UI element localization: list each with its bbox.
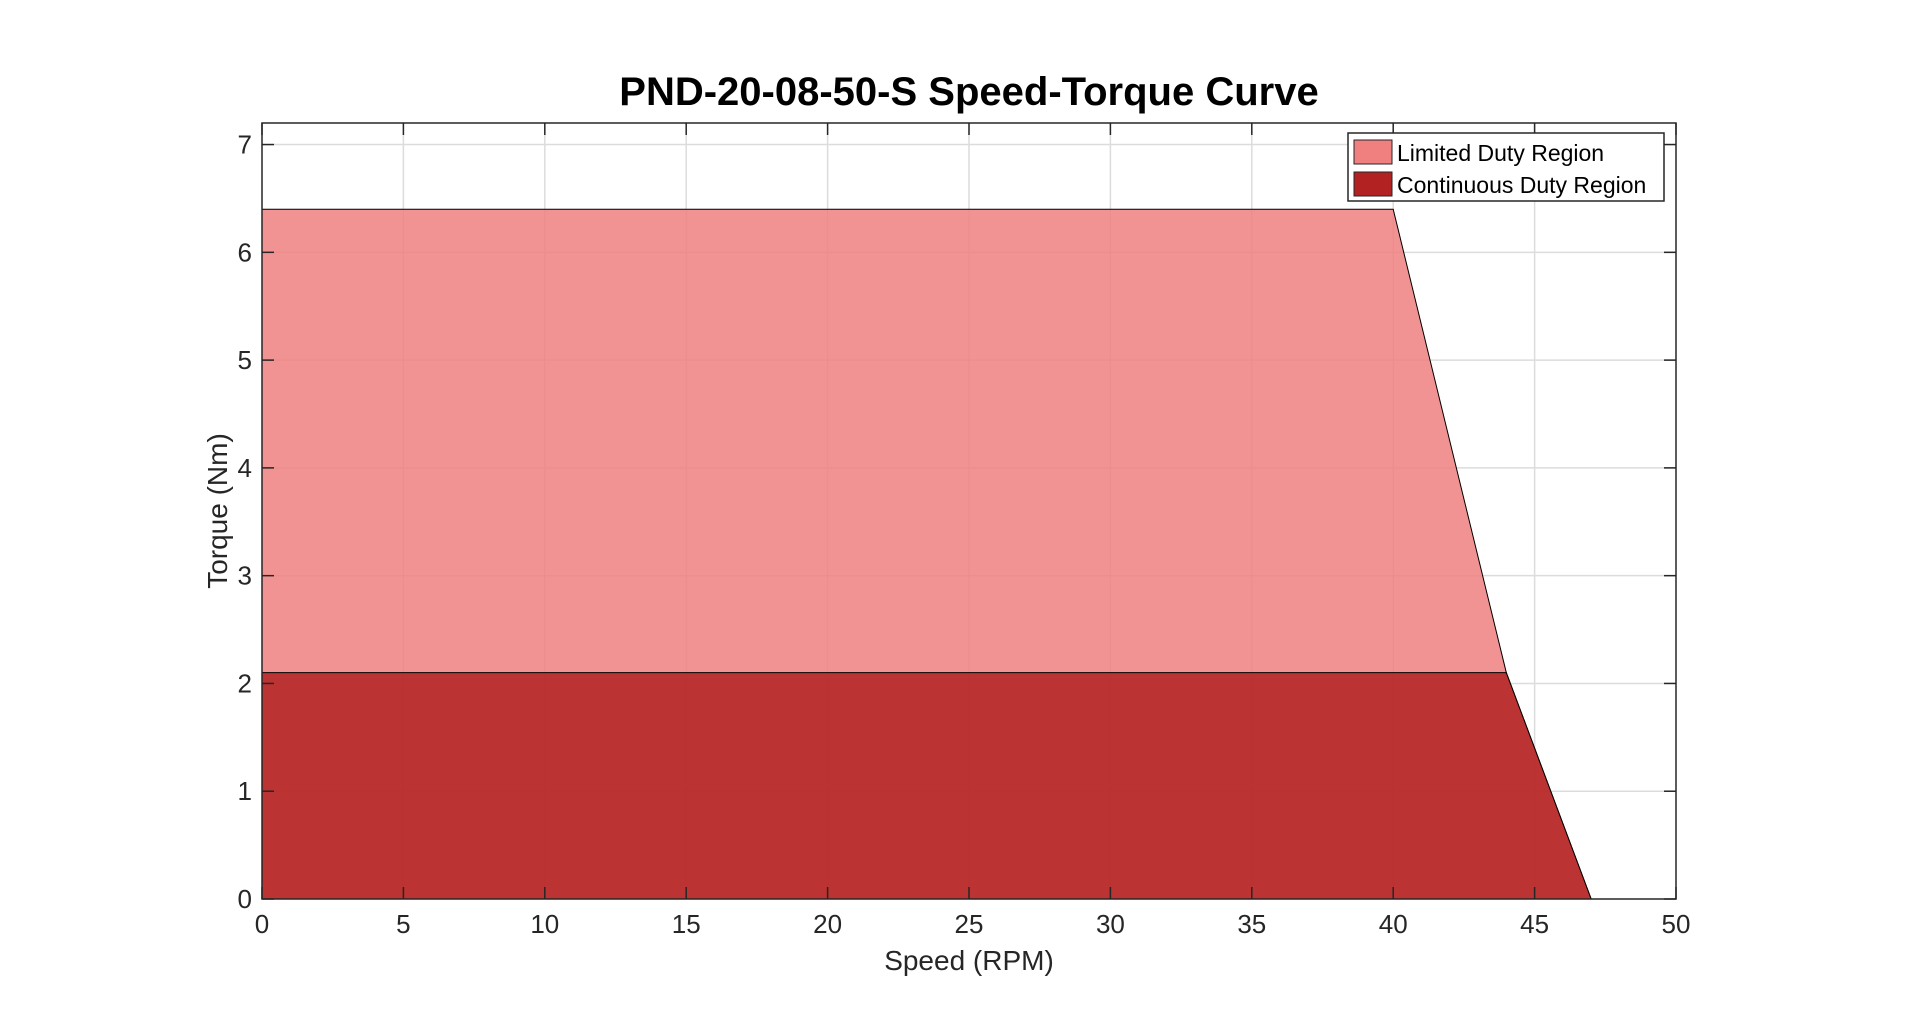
y-tick-label: 6 <box>238 237 252 267</box>
y-tick-label: 2 <box>238 668 252 698</box>
y-tick-label: 1 <box>238 776 252 806</box>
continuous-duty-region-area <box>261 672 1592 900</box>
x-tick-label: 50 <box>1662 909 1691 939</box>
x-tick-label: 35 <box>1237 909 1266 939</box>
legend-label-continuous: Continuous Duty Region <box>1397 172 1646 198</box>
legend-label-limited: Limited Duty Region <box>1397 140 1604 166</box>
y-tick-label: 7 <box>238 130 252 160</box>
x-tick-label: 45 <box>1520 909 1549 939</box>
y-tick-label: 0 <box>238 884 252 914</box>
y-axis-label: Torque (Nm) <box>202 433 233 589</box>
chart-title: PND-20-08-50-S Speed-Torque Curve <box>619 70 1318 114</box>
x-tick-label: 5 <box>396 909 410 939</box>
legend-swatch-limited <box>1353 139 1393 165</box>
x-tick-label: 15 <box>672 909 701 939</box>
x-tick-label: 25 <box>955 909 984 939</box>
legend: Limited Duty Region Continuous Duty Regi… <box>1347 132 1665 202</box>
legend-swatch-continuous <box>1353 171 1393 197</box>
x-tick-label: 30 <box>1096 909 1125 939</box>
legend-box <box>1347 132 1665 202</box>
x-tick-label: 40 <box>1379 909 1408 939</box>
x-tick-label: 0 <box>255 909 269 939</box>
y-tick-label: 4 <box>238 453 252 483</box>
x-axis-label: Speed (RPM) <box>884 945 1054 976</box>
y-tick-label: 5 <box>238 345 252 375</box>
x-tick-label: 20 <box>813 909 842 939</box>
y-tick-label: 3 <box>238 561 252 591</box>
x-tick-label: 10 <box>530 909 559 939</box>
series-layer <box>261 208 1592 900</box>
